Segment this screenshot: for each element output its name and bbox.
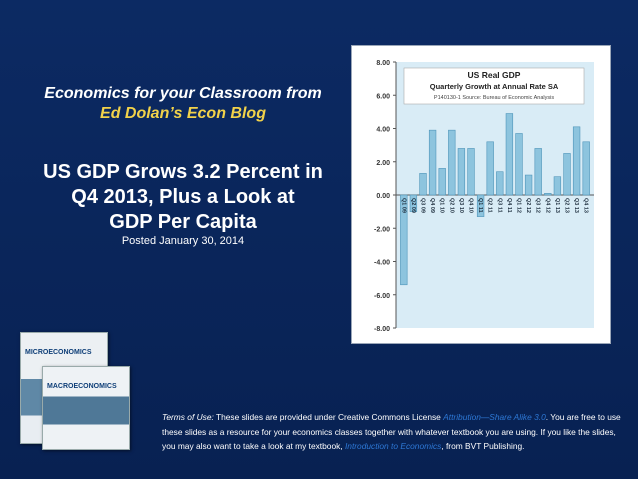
bar: [476, 194, 485, 217]
bar: [419, 173, 427, 196]
header-line-1: Economics for your Classroom from: [44, 85, 322, 102]
book-title: MICROECONOMICS: [25, 349, 92, 356]
terms-of-use: Terms of Use: These slides are provided …: [162, 410, 624, 454]
posted-date: Posted January 30, 2014: [121, 235, 245, 247]
chart-title: US Real GDP: [468, 70, 521, 80]
y-tick-label: -4.00: [374, 260, 390, 267]
x-tick-label: Q2 13: [564, 198, 570, 213]
x-tick-label: Q4 10: [468, 198, 474, 213]
header-line-2: Ed Dolan’s Econ Blog: [100, 105, 266, 122]
y-tick-label: 6.00: [376, 93, 390, 100]
x-tick-label: Q4 09: [429, 198, 435, 213]
bar: [457, 148, 466, 196]
x-tick-label: Q2 10: [448, 198, 454, 213]
terms-text-3: , from BVT Publishing.: [441, 441, 525, 451]
bar: [553, 176, 562, 196]
macroeconomics-book-cover: MACROECONOMICS: [42, 366, 130, 450]
x-tick-label: Q4 13: [583, 198, 589, 213]
bar: [467, 148, 475, 196]
gdp-chart-svg: 8.00 6.00 4.00 2.00 0.00 -2.00 -4.00 -6.00 -8.00…: [374, 60, 594, 333]
bar: [582, 141, 590, 196]
bar: [563, 153, 571, 196]
x-tick-label: Q3 11: [496, 198, 502, 213]
chart-title-box: [403, 67, 585, 105]
x-tick-label: Q4 12: [544, 198, 550, 213]
x-tick-label: Q1 10: [439, 198, 445, 213]
y-tick-label: 2.00: [376, 160, 390, 167]
title-line-3: GDP Per Capita: [109, 211, 257, 233]
textbook-link[interactable]: Introduction to Economics: [344, 441, 442, 451]
x-tick-label: Q3 10: [458, 198, 464, 213]
bar: [515, 133, 523, 196]
bar: [428, 129, 437, 196]
x-tick-label: Q1 12: [516, 198, 522, 213]
textbook-covers: MICROECONOMICS MACROECONOMICS: [20, 330, 140, 450]
license-link[interactable]: Attribution—Share Alike 3.0: [443, 412, 546, 422]
gdp-chart: 8.00 6.00 4.00 2.00 0.00 -2.00 -4.00 -6.00 -8.00…: [351, 45, 611, 344]
chart-note: P140130-1 Source: Bureau of Economic Ana…: [434, 95, 554, 101]
x-tick-label: Q2 11: [487, 198, 493, 213]
terms-text-2: . You are free to use these slides as a …: [162, 412, 621, 451]
y-tick-label: -8.00: [374, 326, 390, 333]
bar: [496, 171, 504, 196]
terms-label: Terms of Use:: [162, 412, 214, 422]
y-tick-label: -2.00: [374, 226, 390, 233]
bar: [409, 194, 418, 212]
x-tick-label: Q1 09: [400, 198, 406, 213]
bar: [438, 168, 446, 196]
x-tick-label: Q3 12: [535, 198, 541, 213]
x-tick-label: Q4 11: [506, 198, 512, 213]
bar: [400, 194, 408, 286]
x-tick-label: Q2 12: [525, 198, 531, 213]
bar: [572, 126, 581, 196]
y-tick-label: 8.00: [376, 60, 390, 67]
y-tick-label: 4.00: [376, 127, 390, 134]
x-tick-label: Q2 09: [410, 198, 416, 213]
y-tick-label: -6.00: [374, 293, 390, 300]
blog-header: Economics for your Classroom from Ed Dol…: [18, 84, 348, 124]
bar: [486, 141, 494, 196]
y-tick-label: 0.00: [376, 193, 390, 200]
chart-subtitle: Quarterly Growth at Annual Rate SA: [430, 82, 559, 91]
book-title: MACROECONOMICS: [47, 383, 117, 390]
bar: [505, 113, 514, 196]
x-tick-label: Q3 13: [573, 198, 579, 213]
bar: [534, 148, 542, 196]
bar: [524, 174, 533, 196]
bar: [448, 129, 456, 196]
x-tick-label: Q3 09: [420, 198, 426, 213]
bar: [544, 193, 552, 196]
x-tick-label: Q1 11: [477, 198, 483, 213]
title-line-1: US GDP Grows 3.2 Percent in: [43, 161, 323, 183]
x-tick-label: Q1 13: [554, 198, 560, 213]
title-line-2: Q4 2013, Plus a Look at: [71, 186, 295, 208]
terms-text-1: These slides are provided under Creative…: [213, 412, 444, 422]
slide-title: US GDP Grows 3.2 Percent in Q4 2013, Plu…: [18, 160, 348, 235]
